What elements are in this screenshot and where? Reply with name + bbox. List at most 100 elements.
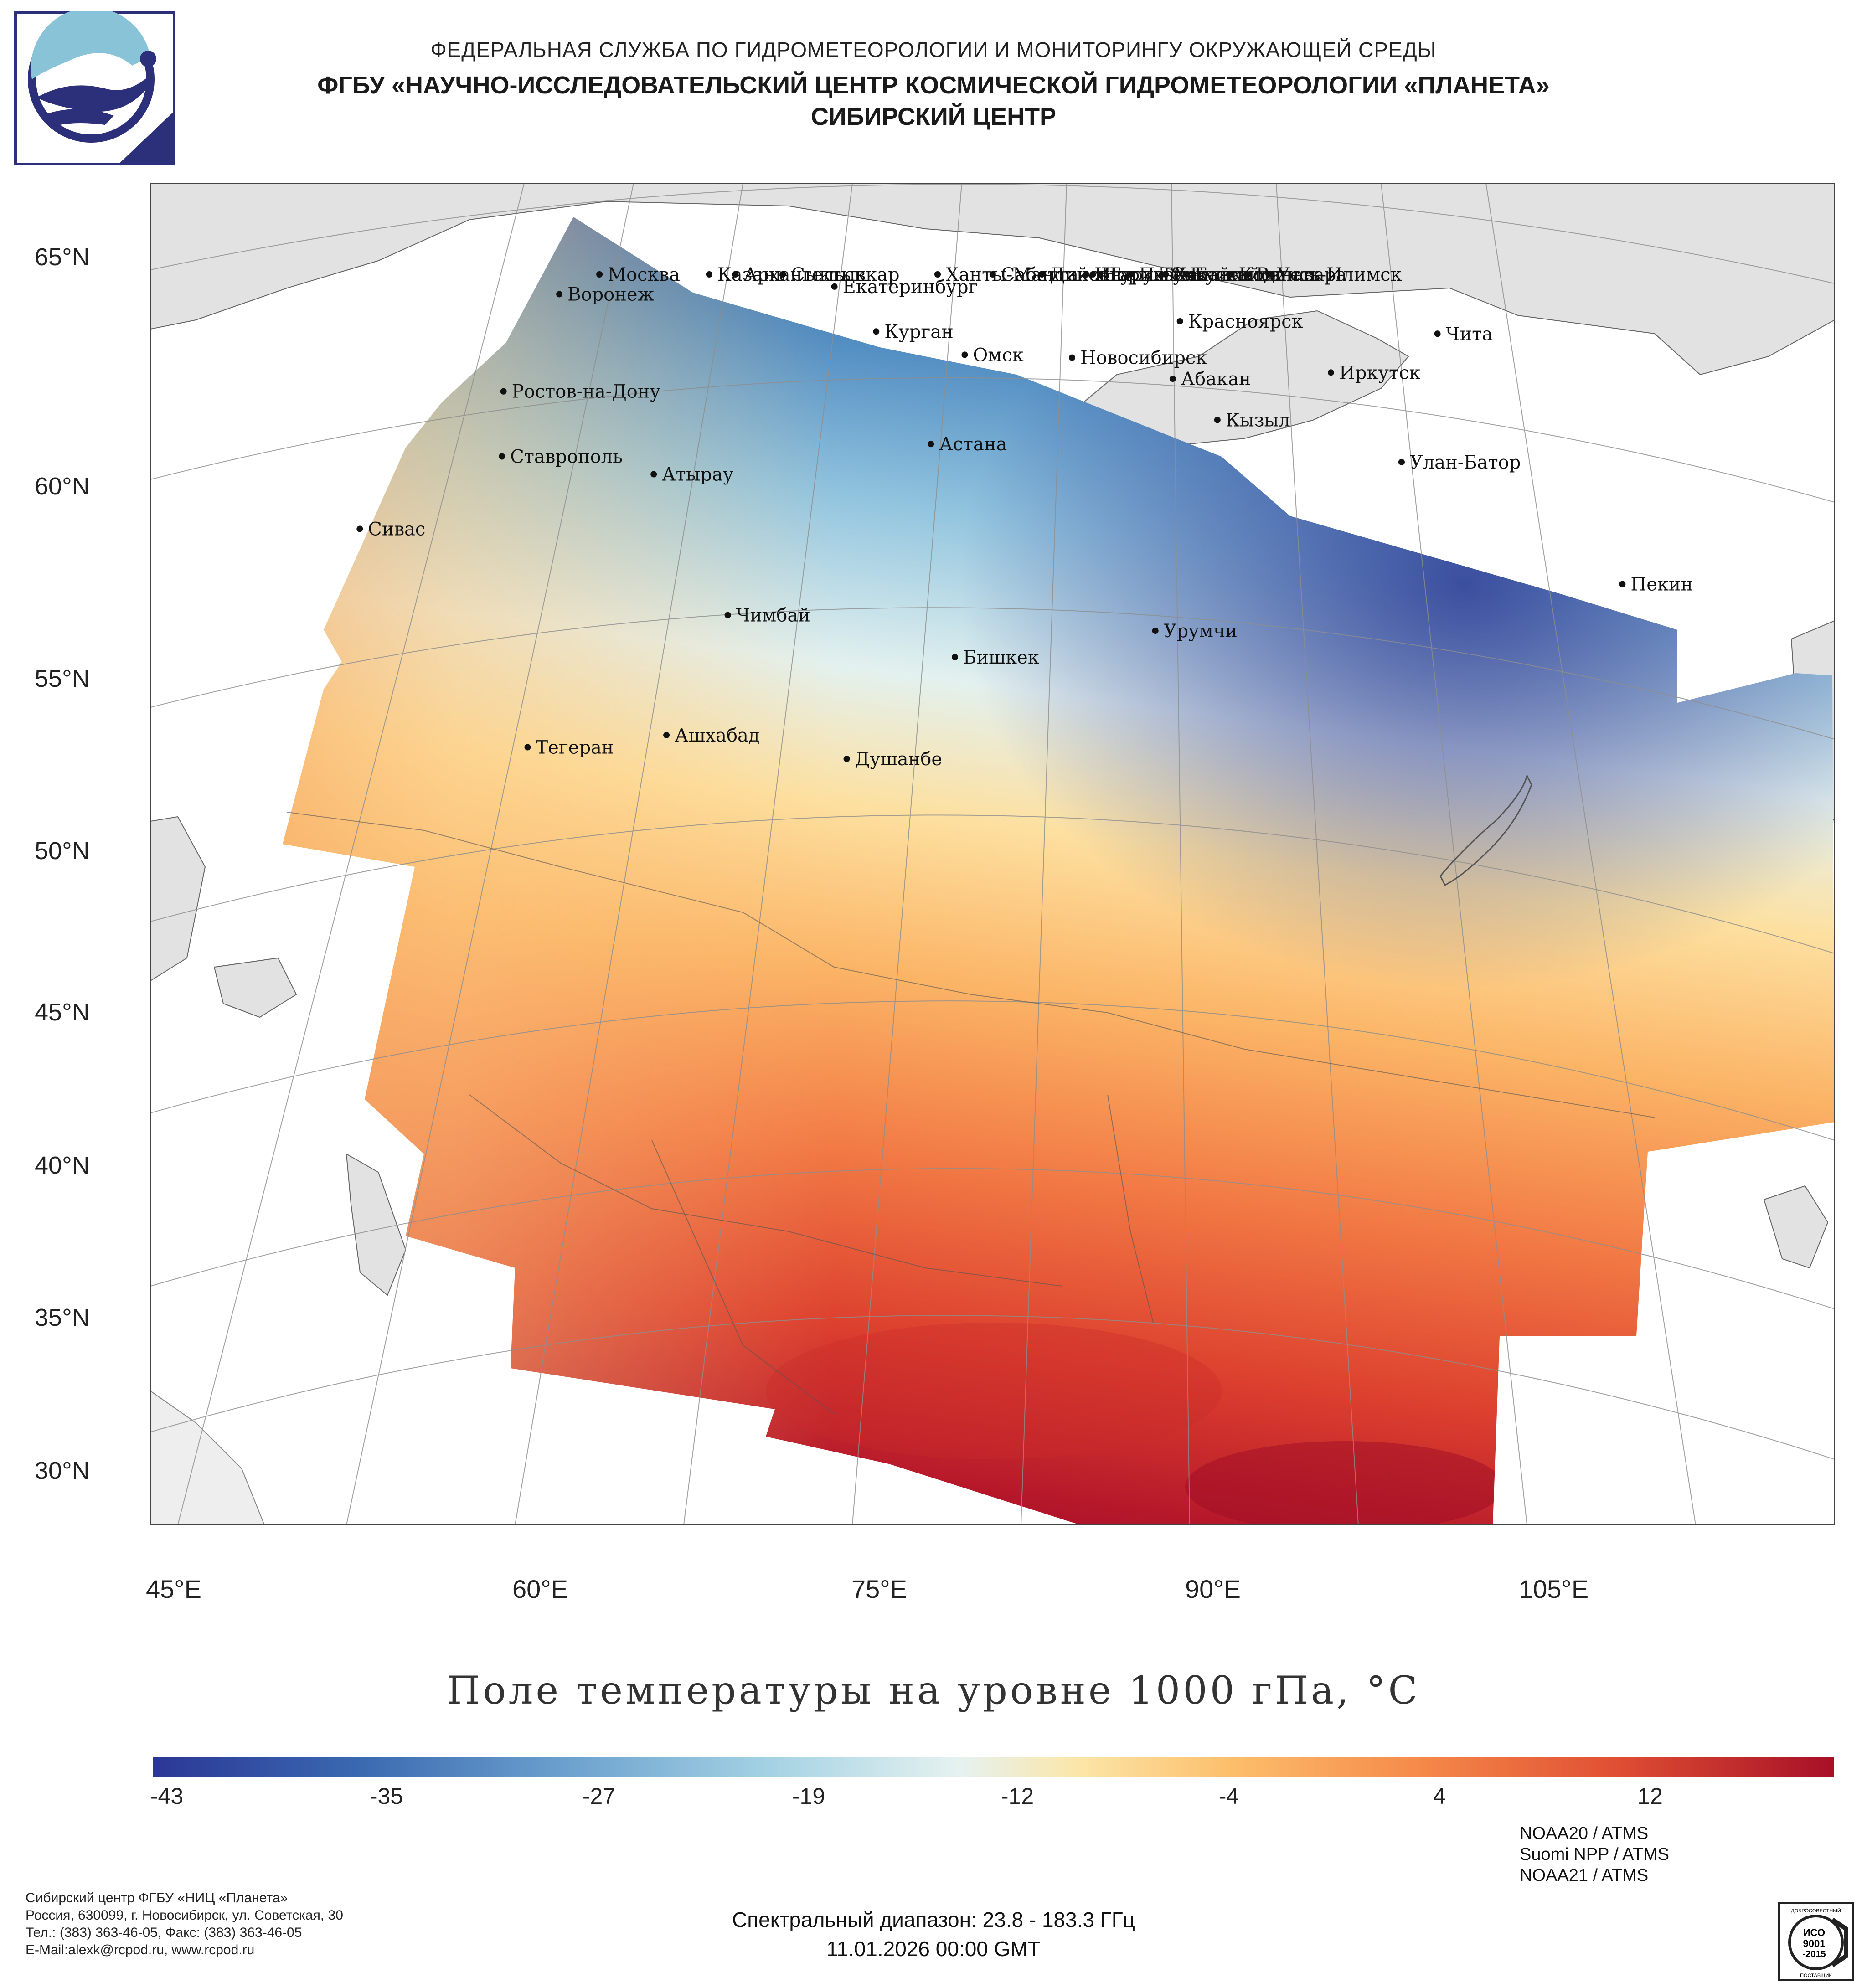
- city-label: Ашхабад: [675, 725, 759, 746]
- spectral-range: Спектральный диапазон: 23.8 - 183.3 ГГц: [732, 1908, 1135, 1931]
- colorbar-tick: -19: [792, 1783, 825, 1809]
- city-label: Воронеж: [567, 284, 654, 305]
- city-marker: Туруханск: [1097, 264, 1208, 285]
- colorbar-tick: -4: [1218, 1783, 1239, 1809]
- city-marker: Сивас: [356, 519, 425, 540]
- city-dot: [732, 271, 739, 278]
- lon-label-60: 60°E: [512, 1575, 568, 1603]
- city-marker: Усть-Илимск: [1265, 264, 1402, 285]
- lat-label-30: 30°N: [35, 1457, 90, 1484]
- city-marker: Омск: [961, 345, 1024, 366]
- city-marker: Сыктывкар: [779, 264, 900, 285]
- city-dot: [1619, 581, 1626, 587]
- iso-text: ИСО: [1803, 1927, 1825, 1938]
- header-agency: ФЕДЕРАЛЬНАЯ СЛУЖБА ПО ГИДРОМЕТЕОРОЛОГИИ …: [430, 38, 1437, 62]
- city-dot: [1097, 271, 1104, 278]
- iso-year: -2015: [1802, 1949, 1826, 1959]
- city-marker: Ванавара: [1244, 264, 1347, 285]
- city-label: Усть-Илимск: [1277, 264, 1402, 285]
- city-label: Урумчи: [1164, 621, 1238, 642]
- city-marker: Пекин: [1619, 574, 1693, 595]
- header-institute: ФГБУ «НАУЧНО-ИССЛЕДОВАТЕЛЬСКИЙ ЦЕНТР КОС…: [317, 72, 1550, 99]
- city-dot: [873, 328, 880, 335]
- city-dot: [1398, 458, 1405, 465]
- observation-datetime: 11.01.2026 00:00 GMT: [826, 1937, 1041, 1961]
- satellite-item: NOAA20 / ATMS: [1520, 1824, 1649, 1843]
- lat-label-65: 65°N: [35, 243, 90, 271]
- city-dot: [951, 654, 958, 661]
- city-label: Бишкек: [963, 647, 1039, 668]
- footer-org: Сибирский центр ФГБУ «НИЦ «Планета» Росс…: [26, 1890, 343, 1959]
- city-marker: Сабетта: [989, 264, 1078, 285]
- lat-label-60: 60°N: [35, 473, 90, 500]
- colorbar-tick: -27: [582, 1783, 616, 1809]
- city-label: Норильск: [1101, 264, 1195, 285]
- city-dot: [1068, 354, 1075, 361]
- lat-label-55: 55°N: [35, 665, 90, 692]
- city-label: Пекин: [1630, 574, 1693, 595]
- city-dot: [1127, 271, 1134, 278]
- city-dot: [1152, 628, 1159, 634]
- iso-bottom-text: ПОСТАВЩИК: [1800, 1973, 1832, 1978]
- iso-certificate-badge: ДОБРОСОВЕСТНЫЙ ИСО 9001 -2015 ПОСТАВЩИК: [1778, 1902, 1854, 1981]
- header-center: СИБИРСКИЙ ЦЕНТР: [810, 103, 1057, 130]
- arctic-land: [150, 183, 1835, 376]
- city-marker: Архангельск: [732, 264, 866, 285]
- city-label: Екатеринбург: [843, 277, 978, 298]
- city-dot: [524, 744, 531, 751]
- city-marker: Ростов-на-Дону: [500, 381, 661, 402]
- city-dot: [1169, 376, 1176, 382]
- city-dot: [724, 612, 731, 618]
- colorbar-tick: 12: [1637, 1783, 1663, 1809]
- city-label: Ростов-на-Дону: [512, 381, 661, 402]
- city-marker: Чимбай: [724, 605, 810, 626]
- lon-label-75: 75°E: [851, 1575, 908, 1603]
- city-label: Москва: [608, 264, 680, 285]
- city-dot: [556, 291, 563, 298]
- city-marker: Воронеж: [556, 284, 655, 305]
- city-label: Ханты-Мансийск: [946, 264, 1110, 285]
- city-dot: [663, 732, 670, 739]
- city-label: Кодинск: [1238, 264, 1320, 285]
- lat-label-35: 35°N: [35, 1304, 90, 1331]
- city-marker: Екатеринбург: [831, 277, 978, 298]
- city-label: Сабетта: [1001, 264, 1078, 285]
- city-label: Омск: [973, 345, 1023, 366]
- footer-org-line: Сибирский центр ФГБУ «НИЦ «Планета»: [26, 1890, 288, 1906]
- city-marker: Абакан: [1169, 369, 1251, 390]
- city-marker: Норильск: [1089, 264, 1195, 285]
- city-marker: Ашхабад: [663, 725, 760, 746]
- city-marker: Ставрополь: [499, 446, 623, 467]
- city-dot: [1183, 271, 1190, 278]
- colorbar: [153, 1757, 1834, 1777]
- colorbar-tick: -35: [370, 1783, 403, 1809]
- footer-org-line: Россия, 630099, г. Новосибирск, ул. Сове…: [26, 1908, 343, 1923]
- city-label: Сыктывкар: [791, 264, 899, 285]
- lon-label-90: 90°E: [1185, 1575, 1241, 1603]
- city-dot: [843, 756, 850, 762]
- city-label: Курган: [884, 321, 954, 342]
- city-marker: Душанбе: [843, 749, 943, 770]
- footer-info: Спектральный диапазон: 23.8 - 183.3 ГГц …: [0, 1905, 1867, 1963]
- city-marker: Казань: [706, 264, 785, 285]
- lon-label-105: 105°E: [1519, 1575, 1589, 1603]
- colorbar-tick: -43: [150, 1783, 184, 1809]
- city-dot: [500, 388, 507, 395]
- lat-label-40: 40°N: [35, 1152, 90, 1179]
- city-dot: [1265, 271, 1272, 278]
- city-label: Архангельск: [743, 264, 866, 285]
- city-label: С.Енисейск: [1170, 264, 1282, 285]
- city-marker: Урумчи: [1152, 621, 1238, 642]
- lake-baikal: [1439, 773, 1532, 886]
- city-label: Новосибирск: [1080, 348, 1207, 369]
- city-dot: [356, 525, 363, 532]
- iso-top-text: ДОБРОСОВЕСТНЫЙ: [1791, 1908, 1841, 1914]
- city-marker: Новосибирск: [1068, 348, 1207, 369]
- city-label: Красноярск: [1188, 311, 1303, 332]
- city-dot: [961, 351, 968, 358]
- temperature-map: ДиксонХатангаСабеттаНорильскАрхангельскИ…: [150, 183, 1835, 1525]
- city-label: Душанбе: [855, 749, 943, 770]
- country-borders: [287, 812, 1655, 1414]
- city-dot: [499, 453, 505, 460]
- city-dot: [989, 271, 996, 278]
